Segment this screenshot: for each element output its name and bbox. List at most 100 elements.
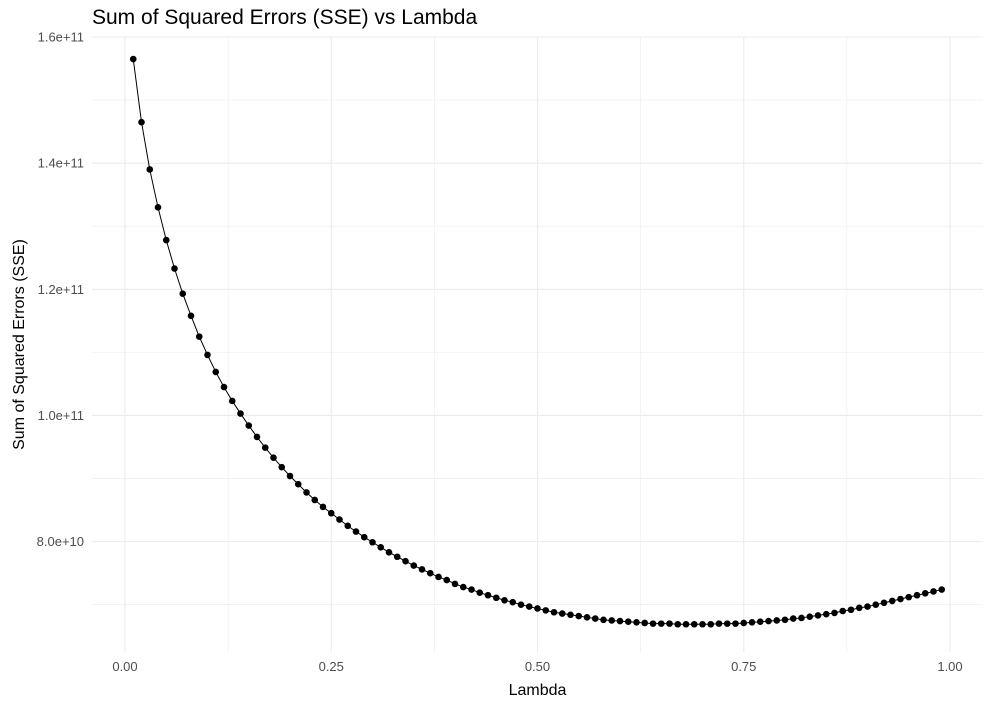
data-point (327, 509, 335, 517)
y-axis-title: Sum of Squared Errors (SSE) (11, 239, 28, 450)
data-point (278, 463, 286, 471)
data-point (558, 610, 566, 617)
data-point (245, 422, 253, 429)
data-point (410, 562, 418, 569)
y-tick-label: 1.0e+11 (38, 408, 84, 423)
data-point (377, 543, 385, 551)
data-point (360, 533, 368, 541)
data-point (806, 613, 814, 620)
data-point (294, 480, 302, 488)
data-point (542, 607, 550, 614)
data-point (212, 368, 220, 376)
data-point (426, 569, 434, 577)
data-point (583, 614, 591, 621)
data-point (905, 593, 913, 601)
chart-title: Sum of Squared Errors (SSE) vs Lambda (92, 6, 478, 29)
data-point (831, 609, 838, 617)
data-point (402, 557, 409, 565)
data-point (624, 618, 632, 626)
x-tick-label: 0.00 (112, 659, 137, 674)
data-point (690, 620, 698, 628)
data-point (699, 620, 706, 628)
data-point (781, 616, 789, 624)
y-tick-label: 1.4e+11 (38, 156, 84, 171)
data-point (855, 604, 863, 612)
x-tick-label: 1.00 (937, 659, 962, 674)
y-tick-labels: 8.0e+10 1.0e+11 1.2e+11 1.4e+11 1.6e+11 (37, 30, 84, 550)
data-point (311, 496, 319, 504)
data-point (171, 265, 178, 272)
y-tick-label: 1.6e+11 (38, 30, 84, 45)
data-point (484, 591, 492, 599)
data-point (418, 566, 426, 573)
x-axis-title: Lambda (509, 682, 567, 699)
data-point (393, 553, 401, 561)
data-point (591, 615, 599, 622)
data-point (748, 619, 756, 626)
data-point (765, 617, 772, 625)
data-point (864, 603, 871, 610)
data-point (723, 620, 731, 627)
data-point (682, 620, 690, 628)
data-point (228, 397, 236, 405)
data-point (146, 166, 154, 173)
data-point (270, 454, 277, 462)
data-point (913, 591, 921, 599)
data-point (616, 617, 624, 625)
data-point (641, 619, 649, 627)
data-point (443, 576, 451, 584)
data-point (385, 549, 393, 556)
data-point (204, 351, 211, 359)
data-point (476, 589, 484, 597)
data-point (534, 605, 541, 612)
data-point (129, 55, 137, 63)
data-point (872, 601, 880, 608)
x-tick-label: 0.50 (525, 659, 550, 674)
series-points-group (129, 55, 946, 628)
data-point (633, 619, 640, 626)
data-point (154, 204, 162, 211)
data-point (649, 620, 657, 627)
data-point (814, 612, 822, 619)
data-point (657, 620, 665, 627)
data-point (674, 620, 682, 628)
data-point (468, 586, 475, 593)
data-point (666, 620, 673, 627)
data-point (822, 610, 830, 618)
data-point (451, 580, 459, 588)
data-point (600, 616, 607, 624)
y-tick-label: 1.2e+11 (38, 282, 84, 297)
data-point (286, 472, 294, 480)
data-point (261, 444, 269, 451)
data-point (740, 619, 748, 627)
data-point (303, 489, 310, 496)
data-point (336, 516, 343, 523)
data-point (707, 620, 715, 628)
data-point (575, 612, 583, 620)
data-point (162, 236, 170, 244)
y-tick-label: 8.0e+10 (37, 534, 84, 549)
data-point (847, 606, 855, 614)
data-point (930, 588, 937, 595)
data-point (525, 603, 533, 610)
data-point (798, 614, 805, 622)
data-point (344, 522, 352, 530)
data-point (509, 598, 517, 606)
data-point (179, 290, 187, 298)
data-point (253, 433, 261, 441)
data-point (369, 538, 376, 546)
data-point (888, 597, 896, 605)
x-tick-label: 0.75 (731, 659, 756, 674)
data-point (187, 312, 195, 320)
data-point (773, 617, 781, 624)
data-point (220, 383, 228, 391)
data-point (138, 118, 145, 126)
data-point (195, 333, 203, 340)
data-point (492, 594, 500, 602)
data-point (501, 596, 508, 604)
data-point (921, 590, 929, 597)
data-point (319, 503, 327, 511)
data-point (789, 615, 797, 622)
data-point (550, 608, 558, 616)
